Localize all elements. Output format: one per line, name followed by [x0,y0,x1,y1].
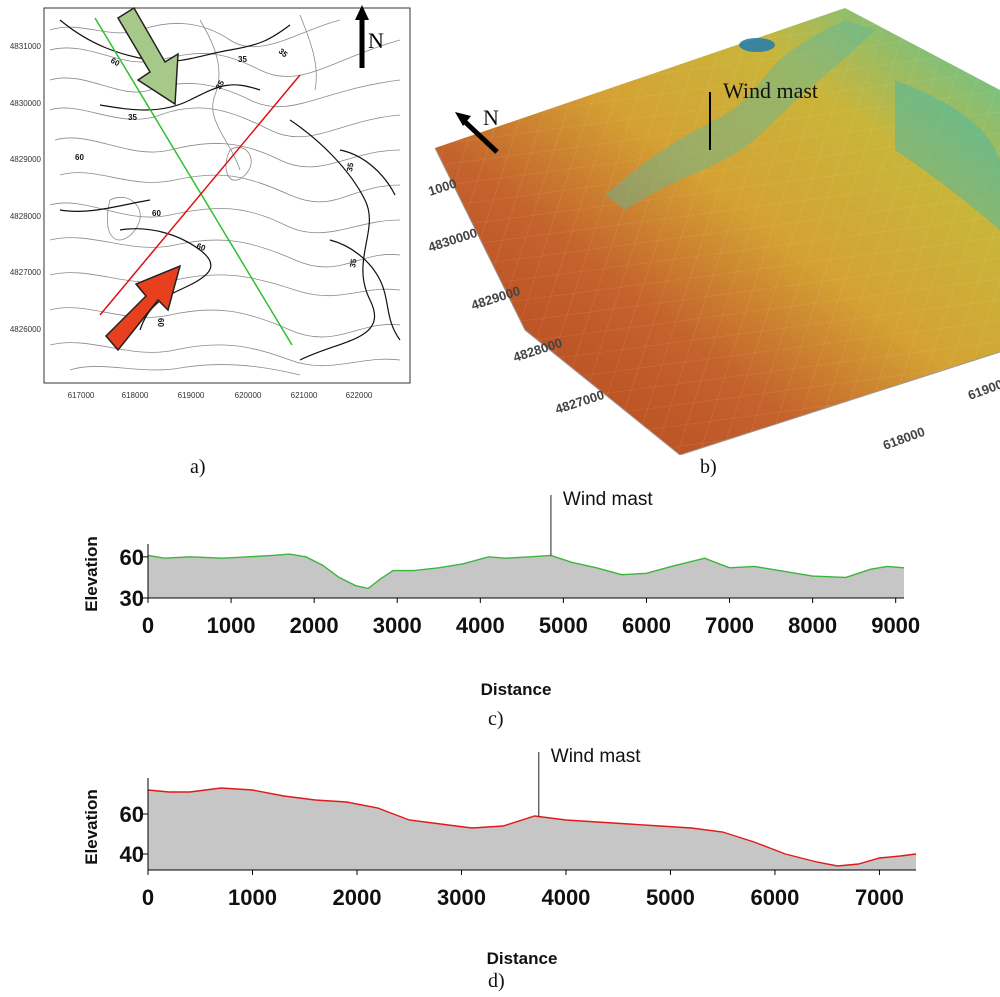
y-tick-label: 60 [120,802,144,827]
x-tick-label: 0 [142,885,154,910]
y-tick-label: 4827000 [553,387,606,417]
x-tick-label: 619000 [178,391,205,400]
x-axis-label: Distance [487,949,558,968]
y-axis-label: Elevation [82,536,101,612]
profile-line-red [99,74,301,316]
contour-label: 60 [195,241,207,253]
map-y-ticks: 4831000 4830000 4829000 4828000 4827000 … [10,42,42,334]
contour-label: 60 [156,318,165,327]
x-tick-label: 619000 [966,374,1000,403]
x-tick-label: 1000 [228,885,277,910]
contour-label: 60 [75,153,84,162]
terrain-edge-right [679,351,1000,455]
wind-direction-arrow-red [104,264,182,352]
north-arrow-icon [355,5,369,68]
wind-mast-label-3d: Wind mast [723,78,818,103]
x-tick-label: 6000 [622,613,671,638]
caption-c: c) [488,708,504,730]
y-tick-label: 4827000 [10,268,42,277]
y-tick-label: 60 [120,545,144,570]
x-tick-label: 1000 [207,613,256,638]
x-tick-label: 622000 [346,391,373,400]
contour-label: 35 [238,55,247,64]
y-tick-label: 4828000 [10,212,42,221]
y-tick-label: 4829000 [10,155,42,164]
contour-lines [49,14,401,376]
x-tick-label: 617000 [68,391,95,400]
elevation-profile-c: 0 1000 2000 3000 4000 5000 6000 7000 8000 9000 30 6… [82,489,920,699]
x-tick-label: 6000 [750,885,799,910]
x-tick-label: 4000 [541,885,590,910]
x-tick-label: 7000 [855,885,904,910]
x-tick-label: 618000 [122,391,149,400]
x-tick-label: 8000 [788,613,837,638]
caption-a: a) [190,456,206,478]
contour-lines-bold [59,19,401,361]
lake-feature [739,38,775,52]
contour-label: 35 [348,257,359,268]
y-tick-label: 1000 [426,176,458,199]
x-tick-label: 3000 [373,613,422,638]
terrain-grid [435,8,1000,455]
x-tick-label: 5000 [539,613,588,638]
x-axis-label: Distance [481,680,552,699]
contour-label: 35 [345,161,356,172]
x-tick-label: 618000 [881,424,927,453]
north-arrow-3d-icon [455,112,499,154]
teal-area [895,80,1000,230]
elevation-area [148,554,904,598]
caption-b: b) [700,456,717,478]
x-tick-label: 0 [142,613,154,638]
wind-mast-label: Wind mast [563,489,653,510]
x-tick-label: 2000 [290,613,339,638]
north-label-3d: N [483,105,499,130]
y-tick-label: 4831000 [10,42,42,51]
y-tick-label: 4826000 [10,325,42,334]
x-tick-label: 4000 [456,613,505,638]
contour-map: N 60 35 35 35 35 60 60 60 35 35 60 48310… [10,5,411,400]
y-tick-label: 4830000 [426,225,479,255]
elevation-profile-d: 0 1000 2000 3000 4000 5000 6000 7000 40 60 Wind ma… [82,746,917,968]
x-tick-label: 2000 [333,885,382,910]
x-tick-label: 9000 [871,613,920,638]
x-tick-label: 3000 [437,885,486,910]
x-tick-label: 620000 [235,391,262,400]
x-tick-label: 621000 [291,391,318,400]
terrain-3d-map: N Wind mast 1000 4830000 4829000 4828000… [426,8,1000,455]
wind-direction-arrow-green [116,6,179,106]
elevation-series-line [147,787,917,867]
caption-d: d) [488,970,505,992]
x-tick-label: 5000 [646,885,695,910]
terrain-edge [434,147,681,455]
x-tick-label: 7000 [705,613,754,638]
wind-mast-label: Wind mast [551,746,641,767]
north-label: N [368,28,384,53]
y-axis-label: Elevation [82,789,101,865]
map-x-ticks: 617000 618000 619000 620000 621000 62200… [68,391,373,400]
profile-line-green [94,17,293,346]
y-tick-label: 4830000 [10,99,42,108]
elevation-area [148,788,916,870]
y-tick-label: 30 [120,586,144,611]
terrain-x-ticks: 618000 619000 [881,374,1000,453]
map-frame [43,7,411,384]
contour-label: 35 [128,113,137,122]
contour-label: 60 [152,209,161,218]
valley-feature [605,20,875,210]
y-tick-label: 40 [120,842,144,867]
elevation-series-line [147,553,905,590]
